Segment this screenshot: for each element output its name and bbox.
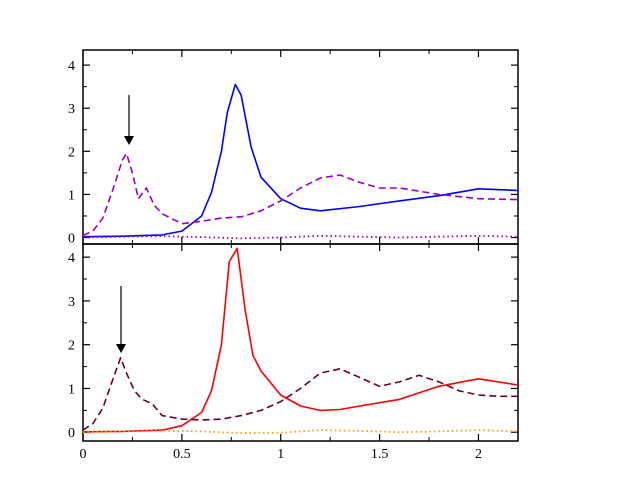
top-arrow-head [124,136,134,145]
top-y-ticks: 0 1 2 3 4 [68,59,518,247]
series-line-s-nq [82,429,519,434]
y-tick-label: 1 [68,188,75,203]
y-tick-label: 3 [68,295,75,310]
y-tick-label: 4 [68,251,75,266]
y-tick-label: 0 [68,426,75,441]
y-tick-label: 2 [68,145,75,160]
series-line-s-nn [82,152,519,237]
bottom-x-ticks: 0 0.5 1 1.5 2 [80,244,482,462]
series-line-s-qq [82,247,519,433]
bottom-plot-frame [82,243,519,442]
top-panel: 0 1 2 3 4 [68,49,519,247]
y-tick-label: 1 [68,382,75,397]
y-tick-label: 3 [68,102,75,117]
x-tick-label: 0 [80,447,87,462]
bottom-y-ticks: 0 1 2 3 4 [68,251,518,441]
x-tick-label: 0.5 [173,447,191,462]
bottom-series-group [82,247,519,434]
series-line-s-nn [82,357,518,431]
top-x-ticks [82,50,480,244]
x-tick-label: 1.5 [371,447,389,462]
x-tick-label: 1 [277,447,284,462]
y-tick-label: 0 [68,232,75,247]
top-plot-frame [82,49,519,245]
y-tick-label: 2 [68,339,75,354]
series-line-s-qq [82,83,519,238]
bottom-panel: 0 0.5 1 1.5 2 0 1 2 3 4 [68,243,519,462]
top-series-group [82,83,519,240]
series-line-s-nq [82,234,519,240]
y-tick-label: 4 [68,59,75,74]
x-tick-label: 2 [475,447,482,462]
bottom-arrow-head [116,344,126,353]
